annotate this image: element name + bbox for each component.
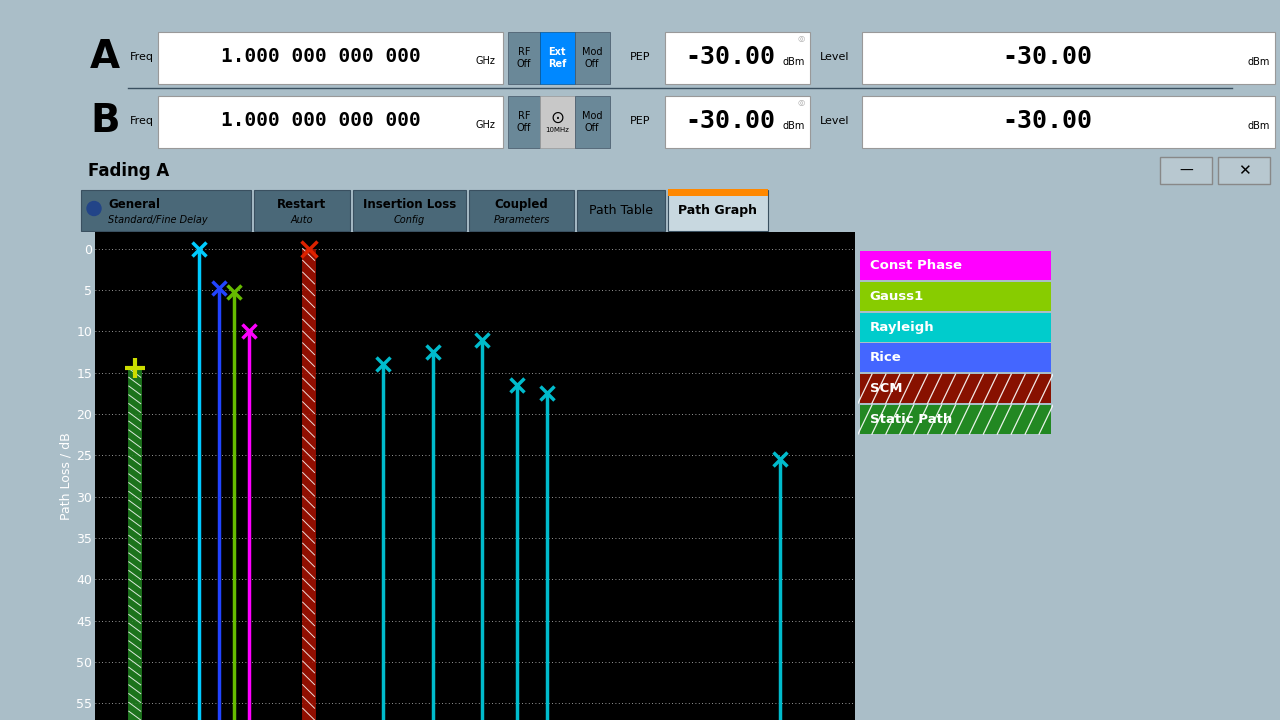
Text: Standard/Fine Delay: Standard/Fine Delay [108, 215, 207, 225]
Bar [353, 190, 466, 231]
Bar [860, 251, 1051, 280]
Bar [1160, 158, 1212, 184]
Text: Ext: Ext [548, 47, 566, 57]
Bar [540, 32, 575, 84]
Bar [668, 190, 768, 231]
Bar [860, 282, 1051, 311]
Text: Level: Level [820, 116, 850, 126]
Text: ◎: ◎ [797, 98, 805, 107]
Text: Freq: Freq [131, 52, 154, 62]
Text: ◎: ◎ [797, 34, 805, 43]
Bar [468, 190, 573, 231]
Bar [666, 32, 810, 84]
Text: Fading A: Fading A [88, 161, 169, 179]
Bar [861, 96, 1275, 148]
Text: Coupled: Coupled [494, 197, 548, 210]
Text: Const Phase: Const Phase [869, 259, 961, 272]
Bar [508, 32, 540, 84]
Text: General: General [108, 197, 160, 210]
Text: RF: RF [517, 47, 530, 57]
Text: PEP: PEP [630, 52, 650, 62]
Text: -30.00: -30.00 [685, 109, 776, 133]
Text: Mod: Mod [581, 111, 603, 121]
Text: Static Path: Static Path [869, 413, 952, 426]
Text: -30.00: -30.00 [1002, 109, 1093, 133]
Text: -30.00: -30.00 [1002, 45, 1093, 69]
Text: Off: Off [585, 123, 599, 133]
Text: ✕: ✕ [1238, 163, 1251, 178]
Text: A: A [90, 38, 120, 76]
Text: Level: Level [820, 52, 850, 62]
Text: GHz: GHz [475, 120, 495, 130]
Text: Off: Off [585, 59, 599, 69]
Text: SCM: SCM [869, 382, 902, 395]
Text: Path Table: Path Table [589, 204, 653, 217]
Text: -30.00: -30.00 [685, 45, 776, 69]
Text: B: B [90, 102, 119, 140]
Bar [575, 96, 611, 148]
Text: dBm: dBm [782, 121, 805, 131]
Bar [540, 96, 575, 148]
Circle shape [87, 202, 101, 215]
Bar [575, 32, 611, 84]
Text: Path Graph: Path Graph [678, 204, 758, 217]
Text: Config: Config [394, 215, 425, 225]
Text: RF: RF [517, 111, 530, 121]
Text: Gauss1: Gauss1 [869, 289, 924, 302]
Bar [666, 96, 810, 148]
Text: dBm: dBm [782, 57, 805, 67]
Text: Off: Off [517, 123, 531, 133]
Text: ⊙: ⊙ [550, 109, 564, 127]
Text: Auto: Auto [291, 215, 314, 225]
Text: dBm: dBm [1248, 57, 1270, 67]
Text: 1.000 000 000 000: 1.000 000 000 000 [220, 48, 420, 66]
Bar [577, 190, 666, 231]
Text: Rayleigh: Rayleigh [869, 320, 934, 333]
Bar [668, 189, 768, 196]
Text: Ref: Ref [548, 59, 566, 69]
Text: Mod: Mod [581, 47, 603, 57]
Bar [508, 96, 540, 148]
Text: PEP: PEP [630, 116, 650, 126]
Text: Off: Off [517, 59, 531, 69]
Text: Insertion Loss: Insertion Loss [362, 197, 456, 210]
Bar [157, 32, 503, 84]
Y-axis label: Path Loss / dB: Path Loss / dB [59, 432, 72, 520]
Bar [253, 190, 349, 231]
Text: Rice: Rice [869, 351, 901, 364]
Text: dBm: dBm [1248, 121, 1270, 131]
Bar [860, 405, 1051, 434]
Text: Parameters: Parameters [493, 215, 549, 225]
Bar [861, 32, 1275, 84]
Text: 10MHz: 10MHz [545, 127, 568, 133]
Bar [1219, 158, 1270, 184]
Text: 1.000 000 000 000: 1.000 000 000 000 [220, 112, 420, 130]
Text: GHz: GHz [475, 56, 495, 66]
Bar [81, 190, 251, 231]
Text: —: — [1179, 163, 1193, 178]
Bar [860, 312, 1051, 341]
Bar [157, 96, 503, 148]
Text: Restart: Restart [278, 197, 326, 210]
Bar [860, 374, 1051, 403]
Text: Freq: Freq [131, 116, 154, 126]
Bar [860, 343, 1051, 372]
